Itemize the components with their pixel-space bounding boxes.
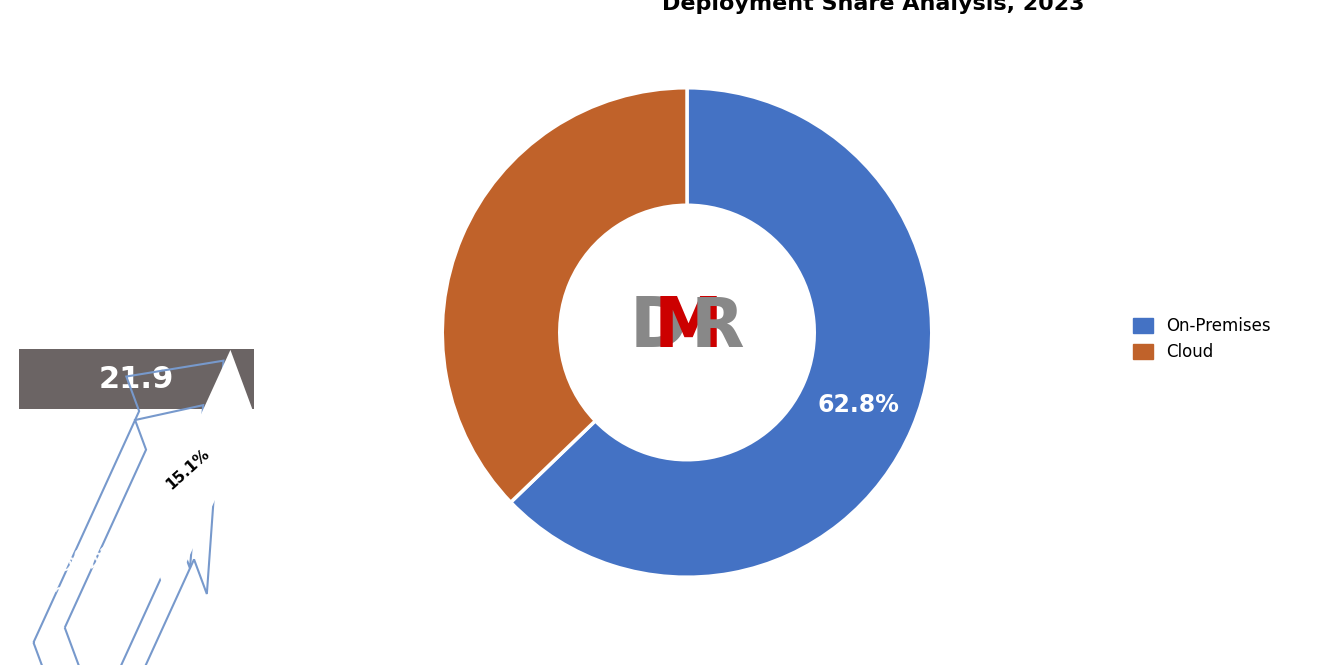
Text: D: D	[630, 294, 688, 361]
Text: Dimension
Market
Research: Dimension Market Research	[67, 33, 207, 116]
FancyBboxPatch shape	[145, 350, 255, 601]
Wedge shape	[511, 88, 931, 577]
Text: Deployment Share Analysis, 2023: Deployment Share Analysis, 2023	[662, 0, 1085, 14]
Text: 21.9: 21.9	[99, 364, 175, 394]
Text: R: R	[691, 294, 744, 361]
Text: CAGR
2023-2032: CAGR 2023-2032	[43, 525, 121, 598]
Text: M: M	[654, 294, 723, 361]
FancyBboxPatch shape	[19, 349, 255, 409]
Wedge shape	[443, 88, 687, 502]
Text: 62.8%: 62.8%	[818, 393, 899, 418]
Text: 15.1%: 15.1%	[163, 446, 212, 492]
Legend: On-Premises, Cloud: On-Premises, Cloud	[1126, 311, 1278, 368]
Text: Global Smart
Warehousing Market Size
(USD Billion), 2023: Global Smart Warehousing Market Size (US…	[31, 266, 243, 321]
